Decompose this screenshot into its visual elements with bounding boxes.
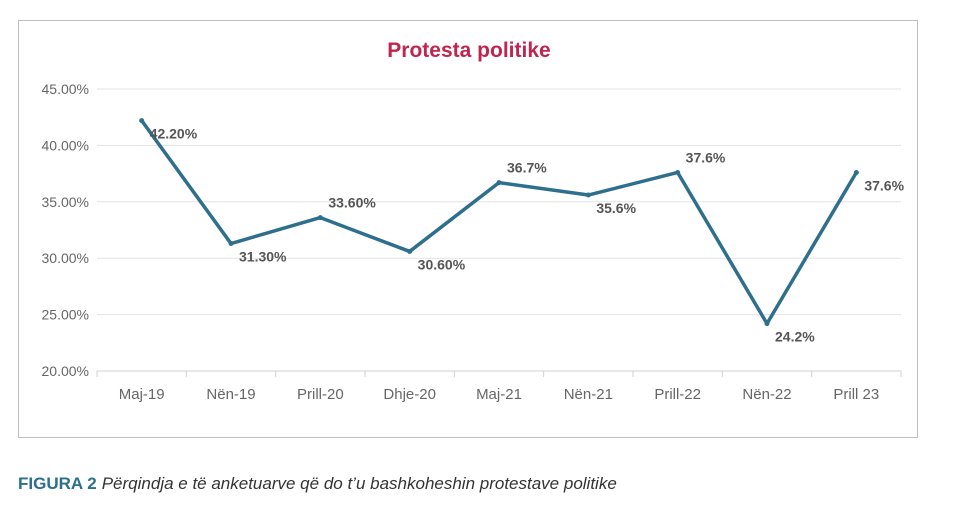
data-point [853, 169, 859, 175]
y-tick-label: 40.00% [42, 137, 89, 153]
data-label: 24.2% [775, 329, 815, 345]
data-label: 37.6% [864, 177, 904, 193]
x-axis: Maj-19 Nën-19 Prill-20 Dhje-20 Maj-21 Nën-21 P… [96, 371, 902, 403]
x-tick-label: Prill-20 [297, 386, 344, 403]
y-tick-label: 20.00% [42, 363, 89, 379]
data-point [675, 169, 681, 175]
figure-label: FIGURA 2 [18, 474, 97, 493]
y-axis: 20.00% 25.00% 30.00% 35.00% 40.00% 45.00% [42, 81, 89, 379]
data-label: 30.60% [418, 256, 466, 272]
x-tick-label: Nën-22 [742, 386, 791, 403]
data-label: 42.20% [150, 126, 198, 142]
y-tick-label: 35.00% [42, 194, 89, 210]
data-point [407, 248, 413, 254]
x-tick-label: Dhje-20 [383, 386, 436, 403]
data-point [139, 118, 145, 124]
y-tick-label: 45.00% [42, 81, 89, 97]
x-tick-label: Prill-22 [654, 386, 701, 403]
data-label: 37.6% [686, 149, 726, 165]
data-point [496, 180, 502, 186]
figure-caption: FIGURA 2 Përqindja e të anketuarve që do … [18, 474, 617, 494]
x-tick-label: Nën-21 [564, 386, 613, 403]
data-labels: 42.20% 31.30% 33.60% 30.60% 36.7% 35.6% 37.6% 2… [150, 126, 905, 345]
chart-title: Protesta politike [387, 39, 550, 62]
data-point [585, 192, 591, 198]
grid-lines [97, 88, 901, 372]
y-tick-label: 30.00% [42, 250, 89, 266]
y-tick-label: 25.00% [42, 307, 89, 323]
x-tick-label: Nën-19 [206, 386, 255, 403]
series-line [139, 118, 859, 326]
data-label: 35.6% [596, 200, 636, 216]
data-point [228, 241, 234, 247]
data-point [317, 215, 323, 221]
line-chart: Protesta politike 20.00% 25.00% 30.00% 35.0… [42, 39, 905, 403]
data-point [764, 321, 770, 327]
data-label: 31.30% [239, 249, 287, 265]
chart-frame: Protesta politike 20.00% 25.00% 30.00% 35.0… [18, 20, 918, 438]
x-tick-label: Maj-19 [119, 386, 165, 403]
data-label: 33.60% [328, 195, 376, 211]
x-tick-label: Prill 23 [833, 386, 879, 403]
figure-caption-text: Përqindja e të anketuarve që do t’u bash… [101, 474, 617, 493]
data-label: 36.7% [507, 160, 547, 176]
x-tick-label: Maj-21 [476, 386, 522, 403]
series [139, 118, 859, 327]
